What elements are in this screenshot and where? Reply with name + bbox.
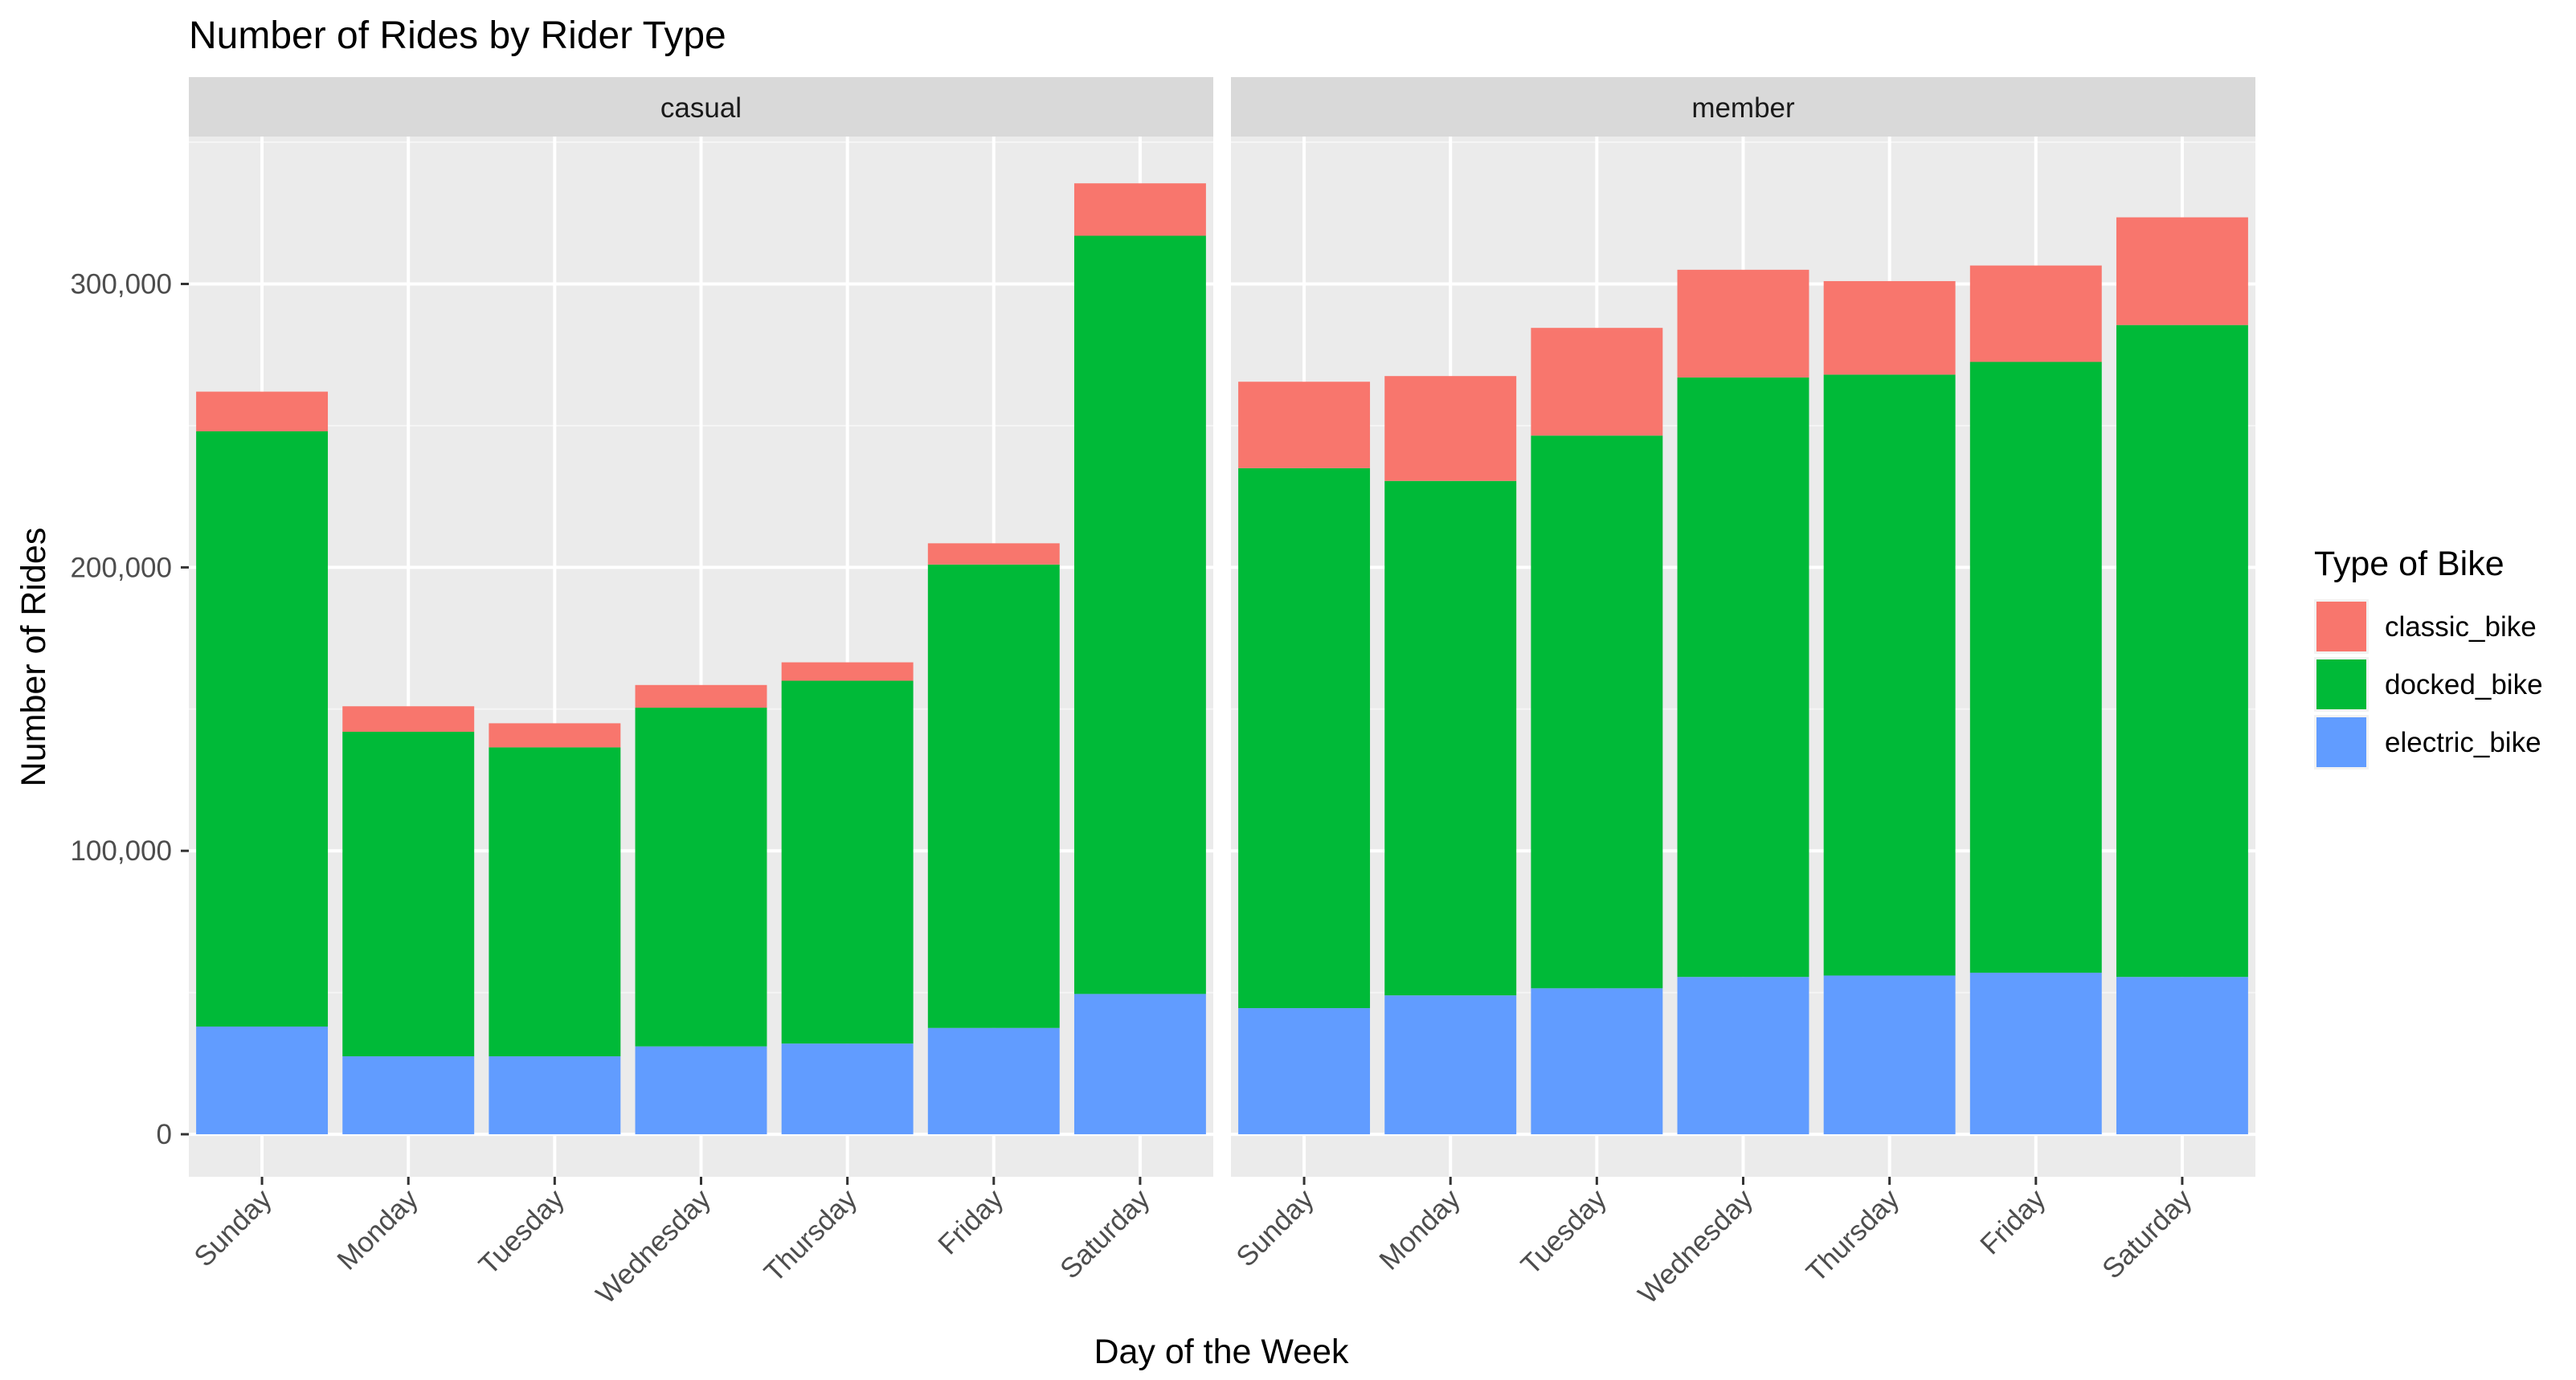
bar-casual-saturday-docked-bike	[1073, 235, 1206, 994]
bar-casual-friday-docked-bike	[927, 564, 1060, 1028]
bar-member-friday-electric-bike	[1969, 972, 2102, 1135]
bar-casual-sunday-classic-bike	[196, 391, 329, 431]
bar-casual-wednesday-electric-bike	[635, 1046, 767, 1135]
legend-label-docked-bike: docked_bike	[2385, 669, 2543, 700]
y-axis: 0 100,000 200,000 300,000	[70, 268, 189, 1150]
strip-label-member: member	[1691, 92, 1795, 124]
bar-member-monday-electric-bike	[1384, 995, 1517, 1135]
bar-casual-sunday-electric-bike	[196, 1026, 329, 1135]
bar-casual-sunday-docked-bike	[196, 431, 329, 1027]
bar-member-sunday-classic-bike	[1238, 382, 1371, 468]
bar-casual-friday-classic-bike	[927, 543, 1060, 565]
bar-casual-tuesday-electric-bike	[489, 1056, 621, 1135]
bar-member-monday-docked-bike	[1384, 480, 1517, 996]
bar-casual-wednesday-classic-bike	[635, 684, 767, 708]
y-tick-label: 0	[157, 1119, 172, 1150]
bar-casual-saturday-electric-bike	[1073, 994, 1206, 1135]
panel-casual: casual Sunday Monday Tuesday Wednesday Thurs…	[188, 77, 1213, 1310]
bar-member-saturday-docked-bike	[2116, 325, 2248, 978]
bar-member-tuesday-electric-bike	[1531, 988, 1663, 1135]
strip-casual	[189, 77, 1213, 137]
bars-member	[1238, 217, 2248, 1135]
bar-casual-thursday-docked-bike	[781, 680, 914, 1044]
legend-label-electric-bike: electric_bike	[2385, 727, 2541, 758]
bar-member-sunday-electric-bike	[1238, 1008, 1371, 1135]
y-tick-label: 300,000	[70, 268, 172, 300]
y-tick-label: 200,000	[70, 552, 172, 583]
bar-member-wednesday-docked-bike	[1677, 377, 1809, 978]
y-tick-label: 100,000	[70, 835, 172, 867]
bar-member-monday-classic-bike	[1384, 376, 1517, 481]
legend-title: Type of Bike	[2314, 545, 2504, 583]
bar-member-tuesday-classic-bike	[1531, 328, 1663, 436]
bar-member-thursday-electric-bike	[1823, 975, 1956, 1135]
bar-member-tuesday-docked-bike	[1531, 435, 1663, 989]
legend: Type of Bike classic_bike docked_bikeelec…	[2314, 545, 2543, 770]
panel-member: member Sunday Monday Tuesday Wednesday Thurs…	[1230, 77, 2255, 1310]
bar-casual-saturday-classic-bike	[1073, 183, 1206, 236]
bar-casual-monday-electric-bike	[342, 1056, 475, 1135]
bar-casual-tuesday-docked-bike	[489, 747, 621, 1057]
chart-title: Number of Rides by Rider Type	[189, 14, 726, 57]
bar-member-thursday-classic-bike	[1823, 280, 1956, 375]
bar-member-saturday-electric-bike	[2116, 977, 2248, 1135]
bar-casual-friday-electric-bike	[927, 1027, 1060, 1135]
bar-member-wednesday-classic-bike	[1677, 269, 1809, 378]
strip-member	[1231, 77, 2255, 137]
legend-swatch-classic-bike	[2316, 602, 2366, 651]
bar-casual-tuesday-classic-bike	[489, 723, 621, 748]
bar-casual-monday-docked-bike	[342, 732, 475, 1057]
legend-swatch-electric-bike	[2316, 717, 2366, 767]
legend-label-classic-bike: classic_bike	[2385, 611, 2537, 643]
y-axis-title: Number of Rides	[14, 528, 53, 787]
x-axis-title: Day of the Week	[1094, 1333, 1349, 1371]
bar-casual-thursday-classic-bike	[781, 662, 914, 681]
bar-member-sunday-docked-bike	[1238, 467, 1371, 1009]
bar-member-thursday-docked-bike	[1823, 374, 1956, 976]
bar-casual-monday-classic-bike	[342, 706, 475, 733]
bar-member-friday-classic-bike	[1969, 265, 2102, 362]
bar-member-wednesday-electric-bike	[1677, 977, 1809, 1135]
bar-member-saturday-classic-bike	[2116, 217, 2248, 325]
bar-member-friday-docked-bike	[1969, 361, 2102, 973]
strip-label-casual: casual	[660, 92, 742, 124]
bar-casual-wednesday-docked-bike	[635, 708, 767, 1047]
bars-casual	[196, 183, 1206, 1135]
legend-swatch-docked-bike	[2316, 659, 2366, 709]
legend-items: classic_bike docked_bike electric_bike	[2314, 599, 2543, 770]
bar-casual-thursday-electric-bike	[781, 1043, 914, 1135]
